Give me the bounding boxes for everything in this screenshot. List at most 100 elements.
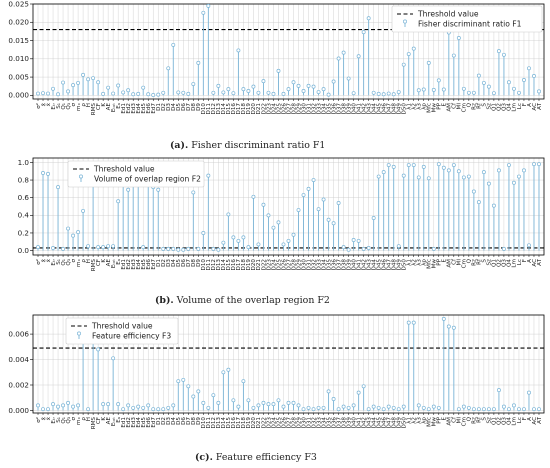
x-tick-label: AC [532,259,538,267]
stem-marker [106,85,111,90]
stem-marker [46,171,50,176]
x-tick-label: D4 [171,417,177,425]
stem-marker [366,16,371,21]
stem-marker [441,87,446,92]
x-tick-label: Q₁ [61,417,67,424]
x-tick-label: D44 [371,259,377,271]
stem-marker [171,42,176,47]
x-tick-label: K [101,259,107,263]
x-tick-label: Q₁ [61,259,67,266]
x-tick-label: D5 [176,259,182,267]
stem-marker [361,246,366,251]
x-tick-label: S₁ [56,259,62,265]
stem-marker [381,92,386,97]
stem-marker [201,400,206,405]
stem-marker [76,230,81,235]
stem-marker [376,91,381,96]
x-tick-label: H [86,417,92,421]
stem-marker [161,90,166,95]
stem-marker [426,176,431,181]
x-tick-label: D41 [356,417,362,429]
stem-marker [86,407,91,412]
x-tick-label: Ed3 [131,417,137,428]
x-tick-label: ρ [81,103,87,107]
x-tick-label: Q₁ [61,103,67,110]
x-tick-label: D45 [376,103,382,115]
stem-marker [501,404,506,409]
stem-marker [76,403,81,408]
x-tick-label: Eₜₒₜ [111,259,117,268]
x-tick-label: D41 [356,259,362,271]
stem-marker [46,91,50,96]
stem-marker [51,86,55,91]
x-tick-label: D9 [196,103,202,111]
x-tick-label: Ed7 [151,417,157,428]
x-tick-label: x̄ [41,102,47,106]
stem-marker [286,87,291,92]
x-tick-label: Q2 [497,103,503,111]
x-tick-label: D6 [181,259,187,267]
stem-marker [61,403,66,408]
stem-marker [236,404,241,409]
x-tick-label: Rf [477,258,483,265]
stem-marker [522,168,526,173]
x-tick-label: D24 [271,417,277,429]
stem-marker [506,407,511,412]
x-tick-label: Q4 [507,417,513,425]
stem-marker [256,403,261,408]
x-tick-label: PP [437,416,443,423]
stem-marker [326,217,331,222]
stem-marker [156,187,161,192]
x-tick-label: AM [447,259,453,268]
stem-marker [66,226,71,231]
x-tick-label: D49 [397,259,403,271]
x-tick-label: D44 [371,417,377,429]
x-tick-label: AE [106,103,112,111]
y-tick-label: 0.006 [8,329,29,338]
x-tick-label: D18 [241,103,247,115]
x-tick-label: Lc [517,417,523,423]
x-tick-label: D34 [321,417,327,429]
stem-marker [166,405,171,410]
stem-marker [236,48,241,53]
caption-a-text: Fisher discriminant ratio F1 [188,140,325,151]
stem-marker [491,407,496,412]
x-tick-label: Lm [512,259,518,268]
stem-marker [321,405,326,410]
stem-marker [41,407,45,412]
stem-marker [36,91,40,96]
x-tick-label: D19 [246,417,252,429]
stem-marker [331,221,336,226]
y-tick-label: 0.010 [8,54,29,63]
y-tick-label: 1.0 [18,158,30,167]
stem-marker [51,245,55,250]
x-tick-label: Ed4 [136,103,142,114]
x-tick-label: D29 [296,103,302,115]
stem-marker [171,246,176,251]
stem-marker [271,91,276,96]
x-tick-label: Q3 [502,103,508,111]
stem-marker [251,405,256,410]
stem-marker [106,402,111,407]
stem-marker [56,92,60,97]
x-tick-label: S₁ [56,417,62,423]
stem-marker [141,245,146,250]
stem-marker [306,186,311,191]
stem-marker [226,367,231,372]
x-tick-label: D36 [331,417,337,429]
stem-marker [161,407,166,412]
stem-marker [376,174,381,179]
stem-marker [211,246,216,251]
stem-marker [441,165,446,170]
x-tick-label: σ² [35,259,42,265]
stem-marker [436,78,441,83]
x-tick-label: AT [537,258,543,265]
x-tick-label: λp [422,259,428,266]
x-tick-label: Q1 [492,417,498,425]
x-tick-label: Lm [512,103,518,112]
x-tick-label: D28 [291,417,297,429]
stem-marker [96,80,101,85]
stem-marker [221,240,226,245]
x-tick-label: D10 [201,417,207,429]
stem-marker [36,403,40,408]
